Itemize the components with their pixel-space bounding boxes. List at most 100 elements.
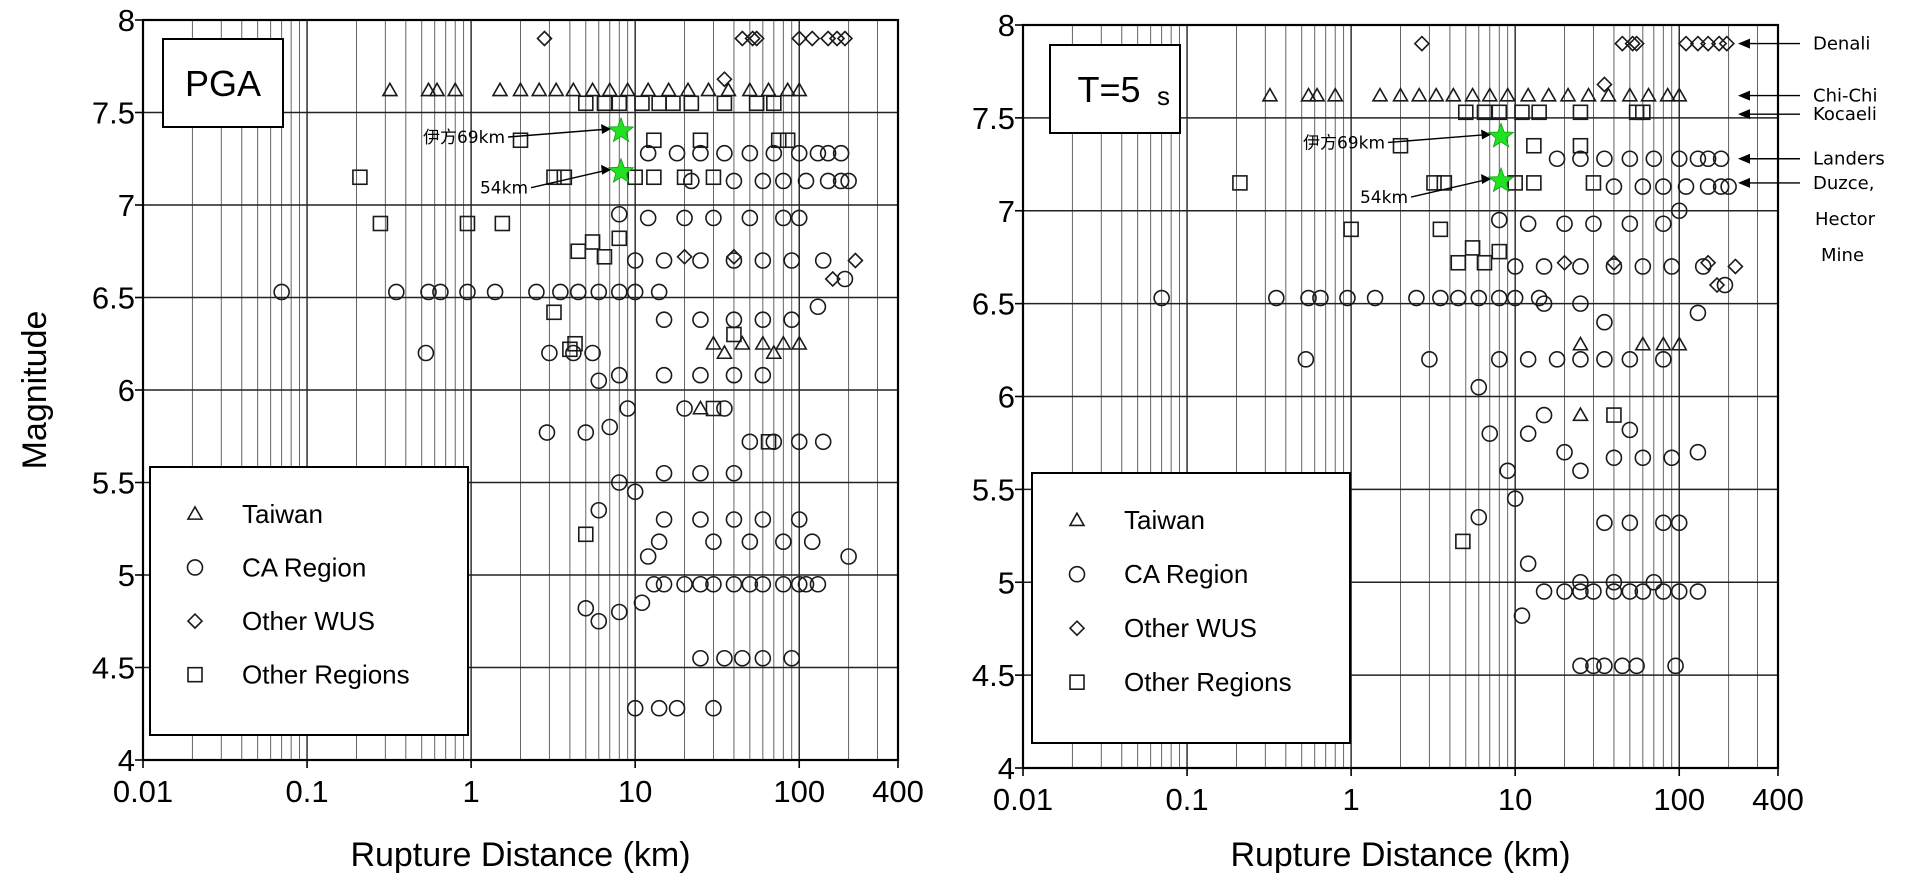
data-point xyxy=(1585,175,1602,191)
data-point xyxy=(1343,221,1359,238)
data-point xyxy=(1621,150,1639,168)
data-point xyxy=(1297,351,1315,368)
data-point xyxy=(734,30,751,47)
data-point xyxy=(1300,289,1317,307)
annotation-arrowhead xyxy=(1738,109,1750,120)
data-point xyxy=(754,172,772,190)
data-point xyxy=(824,270,841,288)
legend-label: Taiwan xyxy=(242,499,323,529)
data-point xyxy=(1499,462,1516,480)
data-point xyxy=(590,283,608,301)
y-tick-label: 7 xyxy=(118,188,135,223)
data-point xyxy=(1640,86,1657,102)
data-point xyxy=(428,81,446,97)
data-point xyxy=(1300,86,1317,102)
data-point xyxy=(1712,178,1730,195)
annotation-label: Landers xyxy=(1813,149,1885,170)
data-point xyxy=(1432,289,1449,307)
data-point xyxy=(754,575,772,593)
data-point xyxy=(1481,86,1499,102)
data-point xyxy=(775,575,792,593)
data-point xyxy=(1624,35,1641,52)
data-point xyxy=(610,474,628,491)
highlight-label: 伊方69km xyxy=(423,128,505,148)
data-point xyxy=(1519,215,1537,233)
data-point xyxy=(1449,289,1467,307)
data-point xyxy=(1476,254,1493,271)
data-point xyxy=(741,209,759,227)
data-point xyxy=(1634,449,1652,467)
data-point xyxy=(1670,150,1688,168)
data-point xyxy=(1519,351,1537,368)
data-point xyxy=(716,400,733,417)
data-point xyxy=(538,424,556,441)
data-point xyxy=(1596,150,1613,168)
data-point xyxy=(716,649,733,667)
data-point xyxy=(1572,583,1589,600)
data-point xyxy=(692,132,709,149)
x-tick-label: 0.01 xyxy=(993,782,1053,817)
data-point xyxy=(1710,35,1728,52)
data-point xyxy=(1677,178,1695,195)
annotation-arrowhead xyxy=(1738,177,1750,188)
y-tick-label: 8 xyxy=(998,8,1015,43)
annotation-arrowhead xyxy=(1738,90,1750,101)
y-tick-label: 4 xyxy=(118,743,135,778)
series-other-regions xyxy=(352,95,796,543)
x-axis-label: Rupture Distance (km) xyxy=(350,836,690,874)
data-point xyxy=(1659,86,1677,102)
data-point xyxy=(828,30,846,47)
legend-label: Other Regions xyxy=(1124,667,1292,697)
data-point xyxy=(783,252,801,269)
data-point xyxy=(1572,351,1589,368)
y-tick-label: 5 xyxy=(998,565,1015,600)
legend-marker xyxy=(187,666,203,683)
data-point xyxy=(633,594,651,612)
data-point xyxy=(1645,150,1663,168)
highlight-label: 54km xyxy=(480,179,528,199)
data-point xyxy=(610,603,628,621)
data-point xyxy=(1268,289,1285,307)
panel-label-suffix: s xyxy=(1157,81,1170,111)
data-point xyxy=(1621,514,1639,532)
data-point xyxy=(1432,221,1449,238)
data-point xyxy=(459,283,476,301)
data-point xyxy=(567,335,583,352)
data-point xyxy=(1655,178,1672,195)
data-point xyxy=(1699,35,1717,52)
x-tick-label: 400 xyxy=(1752,782,1804,817)
data-point xyxy=(766,95,782,112)
data-point xyxy=(779,132,796,149)
data-point xyxy=(1655,215,1672,233)
data-point xyxy=(676,209,693,227)
data-point xyxy=(783,311,801,329)
legend-label: Other WUS xyxy=(1124,613,1257,643)
data-point xyxy=(459,215,476,232)
data-point xyxy=(1427,86,1445,102)
data-point xyxy=(1559,86,1577,102)
data-point xyxy=(1585,215,1602,233)
series-taiwan xyxy=(1261,86,1688,422)
data-point xyxy=(1444,86,1462,102)
data-point xyxy=(1232,175,1248,191)
data-point xyxy=(779,81,797,97)
data-point xyxy=(840,172,857,190)
data-points xyxy=(273,30,864,717)
data-point xyxy=(1531,104,1547,121)
data-point xyxy=(775,533,792,551)
data-point xyxy=(832,172,850,190)
data-point xyxy=(705,400,722,417)
data-point xyxy=(1326,86,1344,102)
data-point xyxy=(1491,104,1508,121)
grid xyxy=(1022,25,1779,768)
data-point xyxy=(577,95,594,112)
data-point xyxy=(716,95,733,112)
data-point xyxy=(650,283,668,301)
data-point xyxy=(1490,211,1508,229)
x-tick-label: 1 xyxy=(1342,782,1359,817)
data-point xyxy=(655,464,673,482)
data-point xyxy=(1572,104,1589,121)
y-tick-label: 4.5 xyxy=(92,651,135,686)
data-point xyxy=(700,81,717,97)
legend-label: CA Region xyxy=(1124,559,1248,589)
